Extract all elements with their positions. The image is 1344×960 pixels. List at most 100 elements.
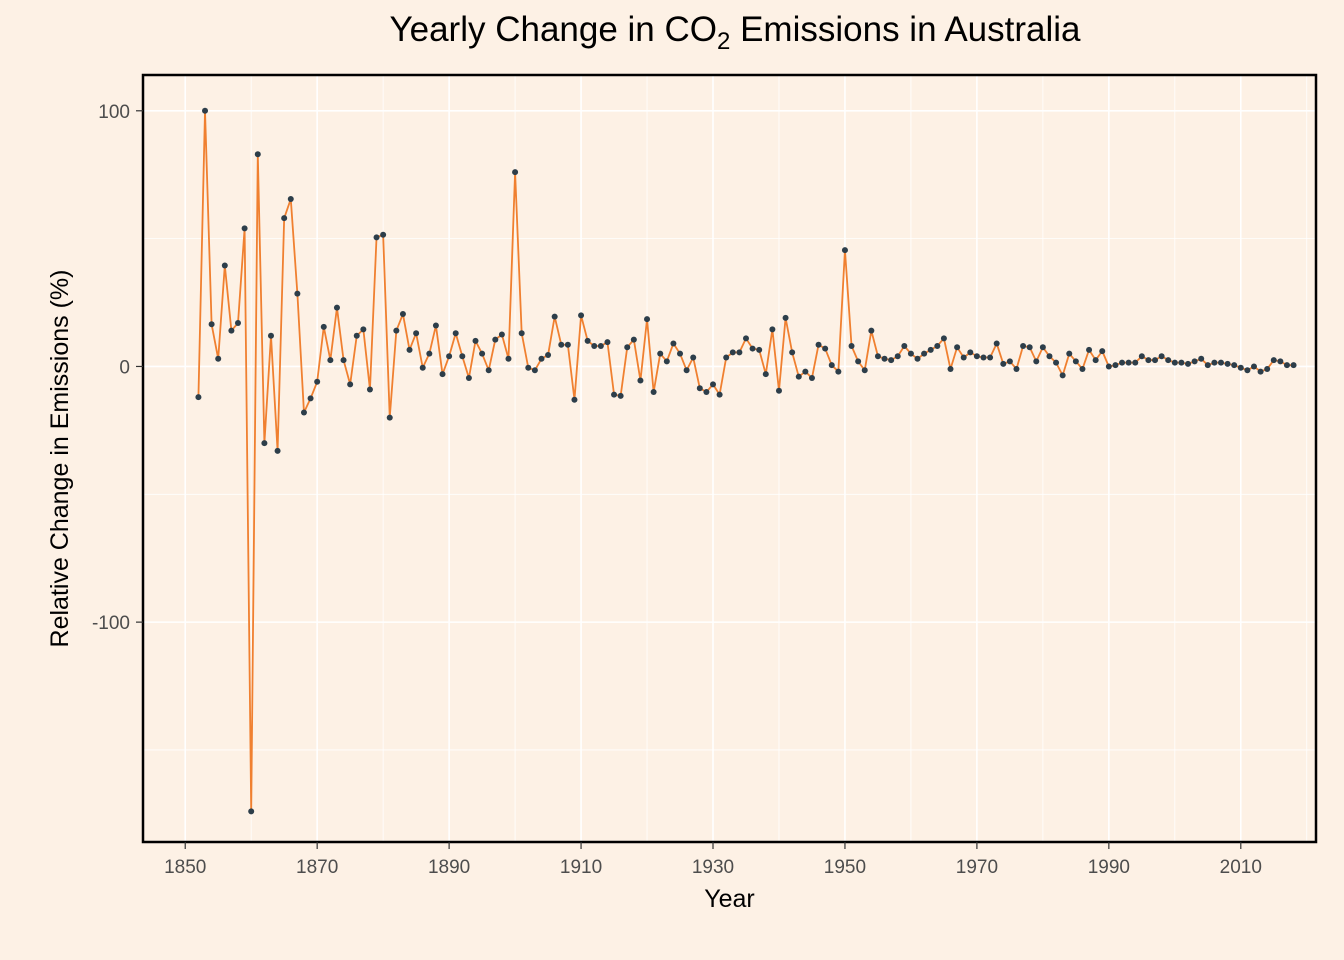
data-point [380, 231, 387, 238]
data-point [538, 355, 545, 362]
data-point [314, 378, 321, 385]
data-point [987, 354, 994, 361]
data-point [531, 367, 538, 374]
data-point [564, 341, 571, 348]
series-line [197, 109, 1294, 813]
data-point [479, 350, 486, 357]
data-point [360, 326, 367, 333]
data-point [808, 374, 815, 381]
data-point [1237, 364, 1244, 371]
data-point [1145, 357, 1152, 364]
data-point [1132, 359, 1139, 366]
axes: 1850 1870 1890 1910 1930 1950 1970 1990 2010 -100… [92, 102, 1262, 878]
data-point [742, 335, 749, 342]
data-point [775, 387, 782, 394]
data-point [650, 389, 657, 396]
data-point [287, 195, 294, 202]
data-point [973, 353, 980, 360]
data-point [485, 367, 492, 374]
data-point [498, 331, 505, 338]
data-point [881, 355, 888, 362]
data-point [716, 391, 723, 398]
data-point [1125, 359, 1132, 366]
data-point [307, 395, 314, 402]
data-point [894, 353, 901, 360]
data-point [683, 367, 690, 374]
x-tick-label: 1890 [428, 857, 470, 878]
data-point [1000, 360, 1007, 367]
plot-panel-border [141, 73, 1318, 844]
x-tick-label: 1970 [956, 857, 998, 878]
data-point [637, 377, 644, 384]
data-point [545, 351, 552, 358]
data-point [690, 354, 697, 361]
data-point [677, 350, 684, 357]
data-point [723, 354, 730, 361]
data-point [1066, 350, 1073, 357]
data-point [611, 391, 618, 398]
data-point [195, 394, 202, 401]
data-point [215, 355, 222, 362]
data-point [1013, 366, 1020, 373]
data-point [993, 340, 1000, 347]
data-point [512, 169, 519, 176]
data-point [347, 381, 354, 388]
data-point [202, 107, 209, 114]
data-point [1211, 359, 1218, 366]
data-point [710, 381, 717, 388]
data-point [729, 349, 736, 356]
data-point [551, 313, 558, 320]
data-point [465, 374, 472, 381]
data-point [841, 247, 848, 254]
data-point [274, 447, 281, 454]
data-point [1185, 360, 1192, 367]
data-point [1290, 362, 1297, 369]
data-point [670, 340, 677, 347]
data-point [802, 368, 809, 375]
data-point [644, 316, 651, 323]
data-point [1250, 363, 1257, 370]
chart-title-subscript: 2 [717, 28, 731, 55]
data-point [914, 355, 921, 362]
data-point [578, 312, 585, 319]
data-point [1231, 362, 1238, 369]
data-point [1178, 359, 1185, 366]
data-point [848, 343, 855, 350]
data-point [492, 336, 499, 343]
data-point [459, 353, 466, 360]
data-point [967, 349, 974, 356]
data-point [789, 349, 796, 356]
data-point [439, 371, 446, 378]
data-point [1112, 362, 1119, 369]
data-point [907, 350, 914, 357]
y-tick-label: 0 [119, 357, 130, 378]
data-point [861, 367, 868, 374]
data-point [267, 332, 274, 339]
x-tick-label: 1870 [296, 857, 338, 878]
data-point [835, 368, 842, 375]
data-point [472, 337, 479, 344]
data-point [1086, 346, 1093, 353]
data-point [406, 346, 413, 353]
data-point [855, 358, 862, 365]
series-layer [195, 107, 1297, 815]
data-point [940, 335, 947, 342]
data-point [828, 362, 835, 369]
y-tick-label: -100 [92, 613, 130, 634]
x-tick-label: 1910 [560, 857, 602, 878]
data-point [432, 322, 439, 329]
data-point [1119, 359, 1126, 366]
data-point [208, 321, 215, 328]
data-point [228, 327, 235, 334]
data-point [261, 440, 268, 447]
y-axis-title: Relative Change in Emissions (%) [46, 270, 74, 648]
x-tick-label: 1990 [1088, 857, 1130, 878]
data-point [617, 392, 624, 399]
data-point [1244, 367, 1251, 374]
data-point [419, 364, 426, 371]
data-point [300, 409, 307, 416]
data-point [1257, 368, 1264, 375]
data-point [373, 234, 380, 241]
data-point [822, 345, 829, 352]
data-point [254, 151, 261, 158]
